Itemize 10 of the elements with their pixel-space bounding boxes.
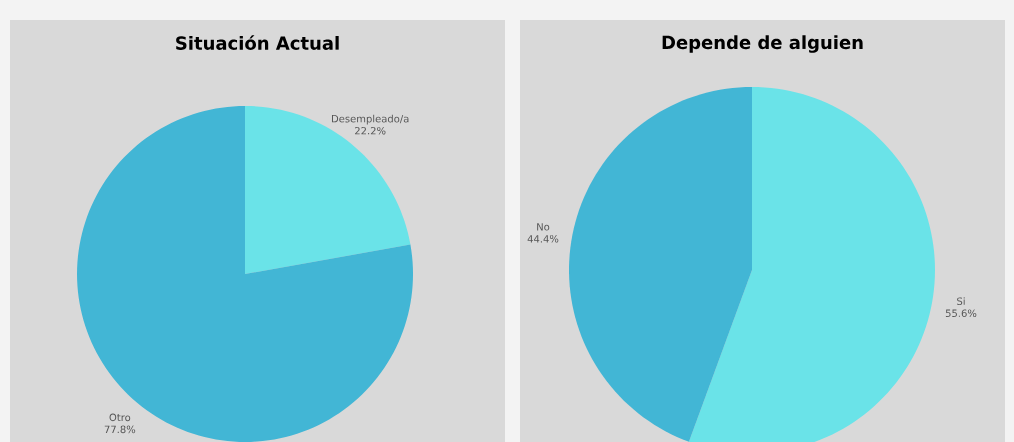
slice-label: Otro <box>109 413 131 422</box>
slice-label: Desempleado/a <box>331 114 409 125</box>
slice-label: Si <box>957 297 965 306</box>
data-label: 77.8% <box>104 425 136 434</box>
chart-title: Situación Actual <box>176 35 339 50</box>
data-label: 22.2% <box>355 126 386 135</box>
data-label: 44.4% <box>527 234 559 243</box>
data-label: 55.6% <box>945 309 977 318</box>
chart-title: Depende de alguien <box>662 35 863 53</box>
slice-label: No <box>537 223 550 231</box>
